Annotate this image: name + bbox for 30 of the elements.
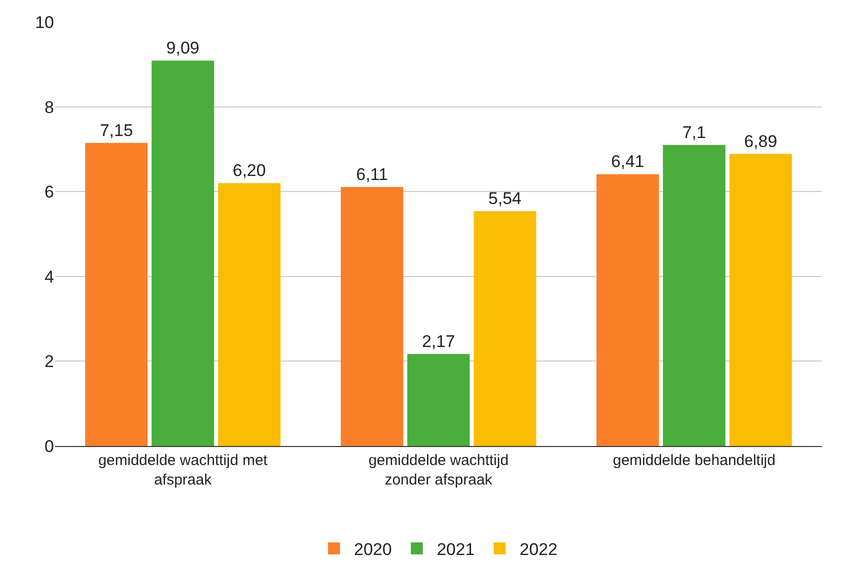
y-tick-label: 0 bbox=[44, 436, 54, 456]
bar bbox=[85, 142, 148, 446]
data-label: 7,15 bbox=[100, 120, 133, 140]
legend-label: 2021 bbox=[436, 540, 475, 559]
bar bbox=[407, 354, 470, 446]
data-label: 6,11 bbox=[356, 164, 388, 184]
bar bbox=[596, 174, 659, 446]
bar bbox=[152, 60, 214, 446]
x-tick-label: gemiddelde behandeltijd bbox=[612, 452, 776, 469]
y-tick-label: 8 bbox=[44, 98, 54, 117]
y-tick-label: 10 bbox=[35, 12, 54, 32]
bar bbox=[729, 154, 792, 446]
data-label: 2,17 bbox=[422, 332, 456, 351]
bar bbox=[662, 144, 726, 446]
data-label: 5,54 bbox=[488, 189, 522, 208]
bar bbox=[340, 186, 404, 446]
x-tick-label: gemiddelde wachttijd zonder afspraak bbox=[368, 452, 509, 488]
data-label: 9,09 bbox=[166, 38, 200, 58]
bar bbox=[474, 211, 536, 446]
data-label: 6,89 bbox=[744, 132, 778, 151]
y-tick-label: 6 bbox=[44, 182, 54, 202]
data-label: 7,1 bbox=[682, 122, 706, 142]
data-label: 6,20 bbox=[232, 161, 266, 180]
legend-label: 2022 bbox=[520, 540, 558, 559]
y-tick-label: 4 bbox=[44, 267, 54, 286]
data-label: 6,41 bbox=[611, 152, 644, 172]
bar bbox=[218, 183, 281, 446]
legend-label: 2020 bbox=[354, 540, 392, 559]
x-tick-label: gemiddelde wachttijd met afspraak bbox=[98, 452, 268, 488]
y-tick-label: 2 bbox=[44, 352, 54, 372]
